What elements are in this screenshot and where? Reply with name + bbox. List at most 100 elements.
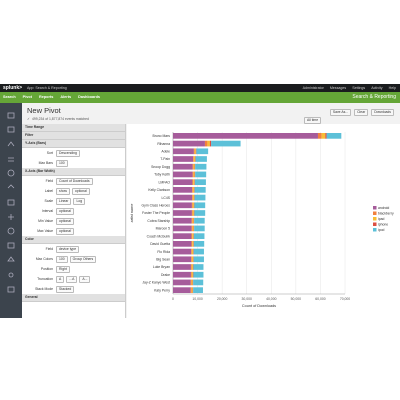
app-title: Search & Reporting bbox=[352, 94, 396, 100]
bar-segment bbox=[193, 287, 203, 293]
bar-segment bbox=[193, 279, 204, 286]
row-controls: optional bbox=[56, 208, 74, 215]
legend-swatch bbox=[373, 217, 377, 221]
config-row: Position Right bbox=[22, 264, 125, 274]
control[interactable]: optional bbox=[56, 228, 74, 235]
control[interactable]: optional bbox=[56, 208, 74, 215]
config-row: Sort Descending bbox=[22, 148, 125, 158]
control[interactable]: ...A bbox=[66, 276, 78, 283]
bar-segment bbox=[173, 140, 205, 147]
control[interactable]: device type bbox=[56, 246, 80, 253]
bar-segment bbox=[190, 279, 192, 286]
config-row: Label show optional bbox=[22, 186, 125, 196]
bar-segment bbox=[192, 233, 194, 239]
section-header[interactable]: X-Axis (Bar Width) bbox=[22, 168, 125, 176]
y-tick-label: Gym Class Heroes bbox=[142, 203, 171, 207]
row-label: Scale bbox=[44, 199, 53, 203]
control[interactable]: 100 bbox=[56, 160, 68, 167]
section-header[interactable]: Time Range bbox=[22, 124, 125, 132]
header-button[interactable]: Clear bbox=[354, 109, 369, 116]
section-header[interactable]: Filter bbox=[22, 132, 125, 140]
bar-segment bbox=[195, 171, 207, 178]
bar-segment bbox=[191, 271, 193, 278]
config-row: Truncation A ...A A... bbox=[22, 274, 125, 284]
control[interactable]: show bbox=[56, 188, 70, 195]
y-tick-label: Toby Keith bbox=[154, 173, 170, 177]
bar-segment bbox=[173, 148, 194, 155]
row-controls: device type bbox=[56, 246, 80, 253]
bar-segment bbox=[191, 217, 193, 224]
bar-segment bbox=[191, 225, 193, 232]
y-tick-label: Adele bbox=[161, 149, 170, 153]
control[interactable]: Group Others bbox=[69, 256, 97, 263]
control[interactable]: Count of Downloads bbox=[56, 178, 93, 185]
nav-item[interactable]: Pivot bbox=[22, 95, 32, 99]
config-row: Stack Mode Stacked bbox=[22, 284, 125, 294]
nav-item[interactable]: Dashboards bbox=[78, 95, 101, 99]
bar-segment bbox=[193, 271, 204, 278]
config-row: Field device type bbox=[22, 244, 125, 254]
section-header[interactable]: Color bbox=[22, 236, 125, 244]
menu-item[interactable]: Help bbox=[388, 86, 396, 90]
row-label: Label bbox=[44, 189, 53, 193]
bar-segment bbox=[192, 241, 194, 247]
chart: 0 10,000 20,000 30,000 40,000 50,000 60,000 70,… bbox=[130, 132, 394, 308]
row-label: Field bbox=[45, 179, 53, 183]
bar-segment bbox=[191, 256, 192, 263]
x-tick-label: 20,000 bbox=[217, 297, 227, 301]
bar-segment bbox=[173, 256, 192, 263]
bar-segment bbox=[194, 187, 206, 193]
x-axis-title: Count of Downloads bbox=[242, 304, 276, 308]
nav-item[interactable]: Search bbox=[3, 95, 16, 99]
control[interactable]: Right bbox=[56, 266, 70, 273]
bar-segment bbox=[193, 233, 205, 239]
bar-segment bbox=[191, 279, 193, 286]
x-tick-label: 0 bbox=[172, 297, 174, 301]
bar-segment bbox=[204, 140, 208, 147]
control[interactable]: A bbox=[56, 276, 65, 283]
row-controls: Stacked bbox=[56, 286, 75, 293]
logo[interactable]: splunk> bbox=[3, 85, 23, 91]
control[interactable]: optional bbox=[71, 188, 90, 195]
pivot-header: New Pivot ✓ 499,234 of 1,877,874 events … bbox=[24, 104, 400, 124]
bar-segment bbox=[195, 163, 207, 170]
menu-item[interactable]: Activity bbox=[371, 86, 383, 90]
bar-segment bbox=[173, 156, 194, 162]
section-header[interactable]: Y-Axis (Bars) bbox=[22, 140, 125, 148]
section-header[interactable]: General bbox=[22, 294, 125, 302]
legend-label: ipod bbox=[378, 228, 385, 232]
control[interactable]: Stacked bbox=[56, 286, 75, 293]
bar-segment bbox=[321, 133, 326, 139]
menu-item[interactable]: Settings bbox=[352, 86, 366, 90]
legend-label: ipad bbox=[378, 217, 385, 221]
bar-segment bbox=[194, 202, 206, 209]
control[interactable]: Linear bbox=[56, 198, 72, 205]
row-label: Max Bars bbox=[38, 161, 53, 165]
app-nav: Search Pivot Reports Alerts Dashboards Searc… bbox=[0, 92, 400, 103]
nav-item[interactable]: Alerts bbox=[60, 95, 72, 99]
nav-item[interactable]: Reports bbox=[38, 95, 54, 99]
bar-segment bbox=[173, 171, 193, 178]
header-button[interactable]: Save As... bbox=[329, 109, 352, 116]
bar-segment bbox=[194, 194, 206, 201]
bar-segment bbox=[190, 287, 192, 293]
bar-segment bbox=[207, 140, 210, 147]
x-tick-label: 10,000 bbox=[192, 297, 202, 301]
y-tick-label: Drake bbox=[161, 273, 170, 277]
control[interactable]: 100 bbox=[56, 256, 68, 263]
control[interactable]: optional bbox=[56, 218, 74, 225]
menu-item[interactable]: Messages bbox=[329, 86, 347, 90]
x-tick-label: 50,000 bbox=[291, 297, 301, 301]
app-menu[interactable]: App: Search & Reporting bbox=[27, 86, 67, 90]
chart-area: 0 10,000 20,000 30,000 40,000 50,000 60,000 70,… bbox=[127, 124, 400, 318]
row-controls: optional bbox=[56, 228, 74, 235]
user-menu: Administrator Messages Settings Activity Hel… bbox=[303, 86, 396, 90]
header-button[interactable]: Downloads bbox=[371, 109, 394, 116]
control[interactable]: Descending bbox=[56, 150, 80, 157]
config-row: Max Colors 100 Group Others bbox=[22, 254, 125, 264]
time-picker[interactable]: All time bbox=[304, 117, 322, 124]
control[interactable]: A... bbox=[79, 276, 91, 283]
menu-item[interactable]: Administrator bbox=[302, 86, 324, 90]
control[interactable]: Log bbox=[73, 198, 86, 205]
